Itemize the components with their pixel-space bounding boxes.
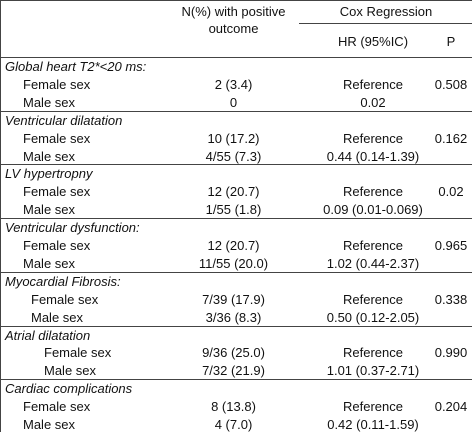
hr-cell: Reference bbox=[343, 399, 403, 415]
rule bbox=[1, 379, 472, 381]
hr-cell: 1.02 (0.44-2.37) bbox=[326, 255, 420, 271]
p-cell: 0.204 bbox=[434, 399, 468, 415]
row-label: Female sex bbox=[23, 184, 91, 200]
hr-cell: 0.44 (0.14-1.39) bbox=[326, 148, 420, 164]
p-cell: 0.965 bbox=[434, 238, 468, 253]
p-cell: 0.338 bbox=[434, 291, 468, 307]
hr-cell: 1.01 (0.37-2.71) bbox=[326, 363, 420, 379]
row-label: Male sex bbox=[44, 363, 97, 379]
n-cell: 7/39 (17.9) bbox=[202, 291, 265, 307]
row-label: Male sex bbox=[31, 309, 84, 325]
n-cell: 11/55 (20.0) bbox=[198, 255, 269, 271]
row-label: Female sex bbox=[44, 345, 112, 361]
hr-cell: 0.42 (0.11-1.59) bbox=[327, 417, 419, 432]
p-cell: 0.508 bbox=[434, 76, 468, 92]
group-title: LV hypertropny bbox=[5, 166, 93, 182]
n-cell: 2 (3.4) bbox=[214, 76, 253, 92]
row-label: Male sex bbox=[23, 255, 76, 271]
row-label: Female sex bbox=[23, 399, 91, 415]
rule bbox=[1, 110, 472, 112]
hr-cell: Reference bbox=[343, 184, 403, 200]
row-label: Female sex bbox=[23, 238, 91, 253]
hr-cell: Reference bbox=[343, 345, 403, 361]
row-label: Female sex bbox=[23, 130, 91, 146]
n-cell: 3/36 (8.3) bbox=[205, 309, 262, 325]
n-cell: 7/32 (21.9) bbox=[202, 363, 265, 379]
group-title: Ventricular dysfunction: bbox=[5, 220, 140, 236]
p-cell: 0.02 bbox=[438, 184, 464, 200]
row-label: Male sex bbox=[23, 94, 76, 110]
row-label: Female sex bbox=[23, 76, 91, 92]
p-cell: 0.162 bbox=[434, 130, 468, 146]
hr-cell: Reference bbox=[343, 291, 403, 307]
n-cell: 4/55 (7.3) bbox=[205, 148, 262, 164]
row-label: Female sex bbox=[31, 291, 99, 307]
rule bbox=[1, 325, 472, 327]
hr-cell: 0.09 (0.01-0.069) bbox=[323, 202, 423, 218]
hr-cell: Reference bbox=[343, 76, 403, 92]
header-cox: Cox Regression bbox=[339, 4, 433, 19]
n-cell: 0 bbox=[229, 94, 238, 110]
p-cell: 0.990 bbox=[434, 345, 468, 361]
group-title: Myocardial Fibrosis: bbox=[5, 273, 121, 289]
hr-cell: Reference bbox=[343, 238, 403, 253]
group-title: Global heart T2*<20 ms: bbox=[5, 59, 147, 74]
n-cell: 4 (7.0) bbox=[214, 417, 253, 432]
group-title: Atrial dilatation bbox=[5, 327, 91, 343]
n-cell: 1/55 (1.8) bbox=[205, 202, 262, 218]
n-cell: 10 (17.2) bbox=[207, 130, 260, 146]
rule bbox=[1, 164, 472, 166]
rule bbox=[1, 218, 472, 220]
rule bbox=[1, 271, 472, 273]
hr-cell: 0.50 (0.12-2.05) bbox=[326, 309, 420, 325]
rule bbox=[1, 57, 472, 58]
group-title: Ventricular dilatation bbox=[5, 112, 123, 128]
row-label: Male sex bbox=[23, 417, 76, 432]
rule bbox=[299, 23, 472, 24]
n-cell: 12 (20.7) bbox=[207, 238, 260, 253]
row-label: Male sex bbox=[23, 202, 76, 218]
header-hr: HR (95%IC) bbox=[337, 34, 409, 49]
row-label: Male sex bbox=[23, 148, 76, 164]
rule bbox=[1, 0, 472, 1]
hr-cell: Reference bbox=[343, 130, 403, 146]
hr-cell: 0.02 bbox=[360, 94, 386, 110]
header-n: N(%) with positive outcome bbox=[181, 4, 286, 36]
n-cell: 9/36 (25.0) bbox=[202, 345, 265, 361]
group-title: Cardiac complications bbox=[5, 381, 133, 397]
n-cell: 12 (20.7) bbox=[207, 184, 260, 200]
n-cell: 8 (13.8) bbox=[211, 399, 256, 415]
header-p: P bbox=[446, 34, 456, 49]
